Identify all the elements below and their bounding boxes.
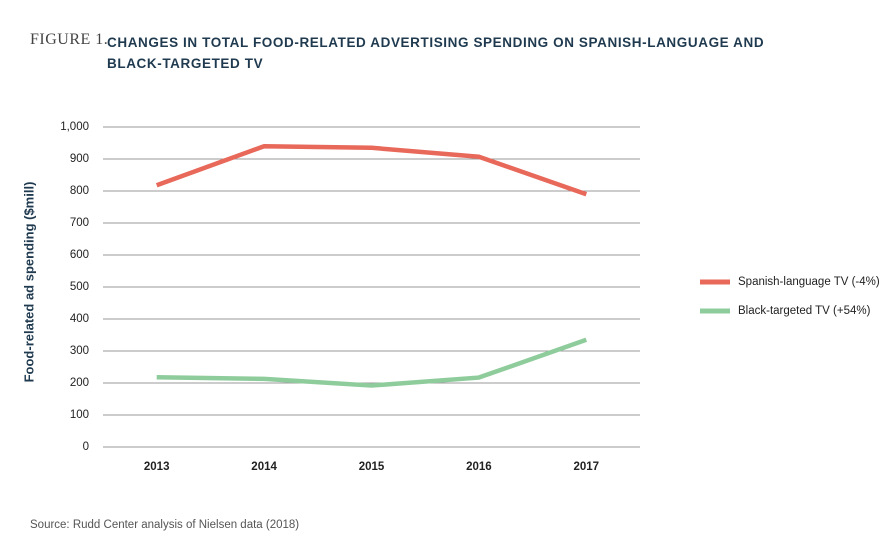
x-tick-label: 2017 bbox=[574, 461, 600, 473]
y-tick-label: 400 bbox=[70, 313, 89, 325]
y-tick-label: 700 bbox=[70, 217, 89, 229]
y-tick-label: 600 bbox=[70, 249, 89, 261]
y-tick-label: 0 bbox=[83, 441, 89, 453]
legend-label: Spanish-language TV (-4%) bbox=[738, 276, 880, 288]
legend-label: Black-targeted TV (+54%) bbox=[738, 305, 871, 317]
x-tick-label: 2014 bbox=[251, 461, 277, 473]
y-tick-label: 100 bbox=[70, 409, 89, 421]
x-tick-label: 2013 bbox=[144, 461, 170, 473]
y-tick-label: 200 bbox=[70, 377, 89, 389]
x-tick-label: 2015 bbox=[359, 461, 385, 473]
y-tick-label: 300 bbox=[70, 345, 89, 357]
line-series bbox=[155, 143, 588, 197]
x-tick-label: 2016 bbox=[466, 461, 492, 473]
y-tick-label: 900 bbox=[70, 153, 89, 165]
chart-title: CHANGES IN TOTAL FOOD-RELATED ADVERTISIN… bbox=[107, 35, 765, 71]
source: Source: Rudd Center analysis of Nielsen … bbox=[30, 519, 299, 531]
line-series bbox=[156, 337, 588, 388]
y-tick-label: 1,000 bbox=[60, 121, 89, 133]
y-axis-label: Food-related ad spending ($mill) bbox=[21, 182, 36, 383]
figure-label: FIGURE 1. bbox=[30, 31, 109, 48]
y-tick-label: 800 bbox=[70, 185, 89, 197]
y-tick-label: 500 bbox=[70, 281, 89, 293]
